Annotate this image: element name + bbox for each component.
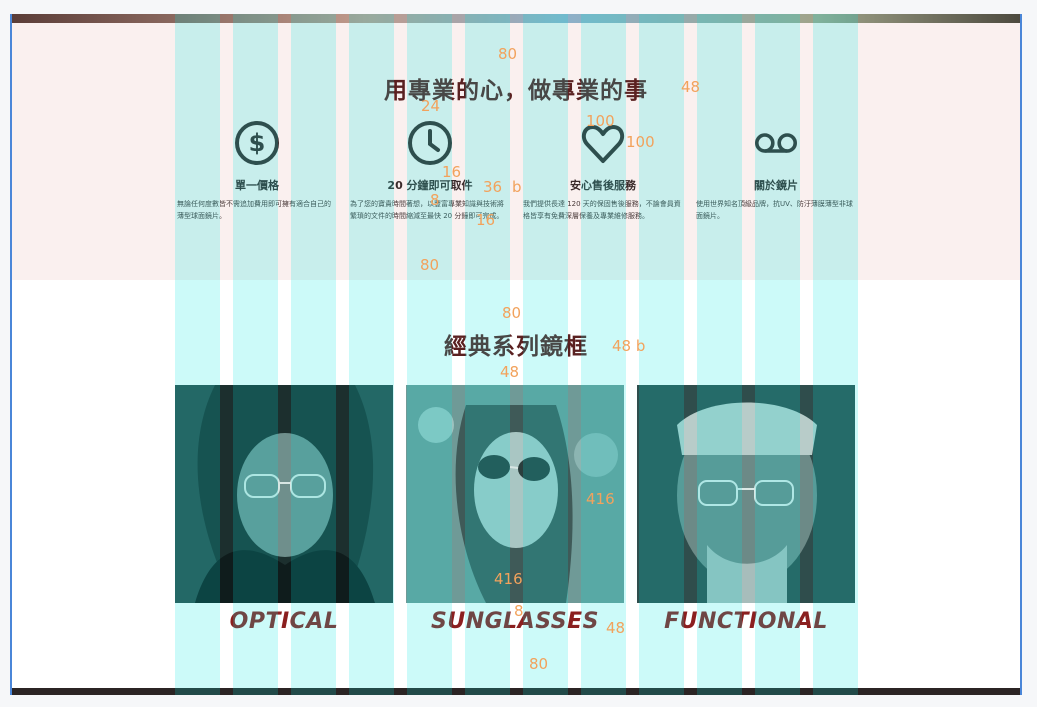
heart-icon bbox=[581, 125, 625, 163]
frames-title: 經典系列鏡框 bbox=[444, 334, 588, 360]
feature-desc: 我們提供長達 120 天的保固售後服務，不論會員資格皆享有免費深層保養及專業維修… bbox=[523, 200, 681, 220]
old-man-glasses-photo bbox=[637, 385, 855, 603]
hero-image-edge bbox=[12, 14, 1020, 23]
feature-after-sales: 安心售後服務 我們提供長達 120 天的保固售後服務，不論會員資格皆享有免費深層… bbox=[523, 119, 683, 222]
feature-title: 安心售後服務 bbox=[570, 179, 636, 192]
spacing-annotation: 416 bbox=[586, 490, 615, 508]
woman-glasses-photo bbox=[175, 385, 393, 603]
functional-label[interactable]: FUNCTIONAL bbox=[664, 609, 828, 634]
spacing-annotation: 80 bbox=[529, 655, 549, 673]
spacing-annotation: 8 bbox=[514, 602, 524, 620]
spacing-annotation: 100 bbox=[626, 133, 655, 151]
spacing-annotation: 24 bbox=[421, 97, 441, 115]
svg-text:$: $ bbox=[249, 129, 266, 157]
sunglasses-label[interactable]: SUNGLASSES bbox=[430, 609, 599, 634]
sunglasses-card-image[interactable] bbox=[406, 385, 624, 603]
spacing-annotation: 80 bbox=[502, 304, 522, 322]
feature-about-lenses: 關於鏡片 使用世界知名頂級品牌，抗UV、防汙薄膜薄型非球面鏡片。 bbox=[696, 119, 856, 222]
footer-image-edge bbox=[12, 688, 1020, 695]
features-section bbox=[12, 23, 1020, 280]
spacing-annotation: b bbox=[512, 178, 522, 196]
spacing-annotation: 100 bbox=[586, 112, 615, 130]
spacing-annotation: 80 bbox=[498, 45, 518, 63]
optical-label[interactable]: OPTICAL bbox=[229, 609, 339, 634]
spacing-annotation: 8 bbox=[430, 191, 440, 209]
clock-icon bbox=[408, 121, 452, 165]
spacing-annotation: 48 b bbox=[612, 337, 646, 355]
spacing-annotation: 80 bbox=[420, 256, 440, 274]
feature-desc: 為了您的寶貴時間著想，以豐富專業知識與技術將繁瑣的文件的時間縮減至最快 20 分… bbox=[350, 200, 504, 220]
dollar-icon: $ bbox=[235, 121, 279, 165]
voicemail-icon bbox=[755, 133, 797, 153]
spacing-annotation: 48 bbox=[500, 363, 520, 381]
spacing-annotation: 48 bbox=[606, 619, 626, 637]
feature-title: 關於鏡片 bbox=[754, 179, 798, 192]
spacing-annotation: 416 bbox=[494, 570, 523, 588]
page-frame: 用專業的心，做專業的事 $ 單一價格 無論任何度數皆不需追加費用即可擁有適合自己… bbox=[10, 14, 1022, 695]
optical-card-image[interactable] bbox=[175, 385, 393, 603]
features-title: 用專業的心，做專業的事 bbox=[384, 78, 648, 104]
spacing-annotation: 16 bbox=[442, 163, 462, 181]
scroll-gutter bbox=[1019, 14, 1037, 695]
feature-single-price: $ 單一價格 無論任何度數皆不需追加費用即可擁有適合自己的薄型球面鏡片。 bbox=[177, 119, 337, 222]
feature-desc: 無論任何度數皆不需追加費用即可擁有適合自己的薄型球面鏡片。 bbox=[177, 200, 331, 220]
woman-sunglasses-photo bbox=[406, 385, 624, 603]
feature-title: 單一價格 bbox=[235, 179, 279, 192]
spacing-annotation: 36 bbox=[483, 178, 503, 196]
spacing-annotation: 16 bbox=[476, 211, 496, 229]
feature-desc: 使用世界知名頂級品牌，抗UV、防汙薄膜薄型非球面鏡片。 bbox=[696, 200, 853, 220]
feature-fast-pickup: 20 分鐘即可取件 為了您的寶貴時間著想，以豐富專業知識與技術將繁瑣的文件的時間… bbox=[350, 119, 510, 222]
spacing-annotation: 48 bbox=[681, 78, 701, 96]
feature-title: 20 分鐘即可取件 bbox=[387, 179, 473, 192]
functional-card-image[interactable] bbox=[637, 385, 855, 603]
